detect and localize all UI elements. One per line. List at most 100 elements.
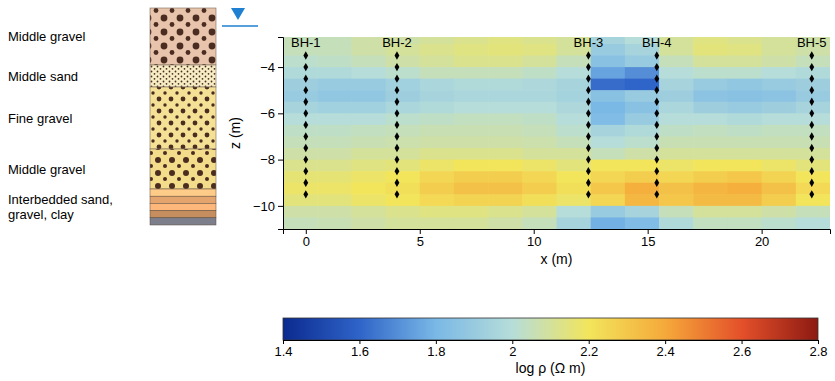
heatmap-cell — [591, 206, 626, 218]
y-tick: −10 — [253, 199, 283, 214]
borehole-point — [809, 155, 814, 163]
soil-layer — [150, 218, 216, 225]
heatmap-cell — [762, 67, 797, 79]
heatmap-cell — [386, 194, 421, 206]
x-tick-label: 20 — [755, 234, 769, 249]
heatmap-cell — [283, 136, 318, 148]
heatmap-cell — [454, 194, 489, 206]
heatmap-cell — [283, 102, 318, 114]
heatmap-cell — [317, 217, 352, 229]
heatmap-cell — [386, 102, 421, 114]
heatmap-cell — [625, 148, 660, 160]
soil-layer-label: Middle sand — [8, 69, 78, 84]
heatmap-cell — [351, 56, 386, 68]
heatmap-cell — [351, 37, 386, 45]
heatmap-cell — [317, 206, 352, 218]
heatmap-cell — [693, 113, 728, 125]
heatmap-cell — [625, 56, 660, 68]
heatmap-cell — [317, 37, 352, 45]
heatmap-cell — [283, 183, 318, 195]
heatmap-cell — [522, 125, 557, 137]
heatmap-cell — [693, 37, 728, 45]
borehole-point — [395, 132, 400, 140]
borehole-point — [586, 86, 591, 94]
heatmap-cell — [454, 217, 489, 229]
borehole-point — [395, 167, 400, 175]
heatmap-cell — [727, 113, 762, 125]
x-tick: 0 — [303, 229, 310, 249]
heatmap-cell — [386, 217, 421, 229]
heatmap-cell — [488, 148, 523, 160]
heatmap-cell — [454, 102, 489, 114]
heatmap-cell — [625, 183, 660, 195]
soil-layer-label: Interbedded sand,gravel, clay — [8, 192, 113, 222]
heatmap-cell — [625, 125, 660, 137]
heatmap-cell — [659, 113, 694, 125]
heatmap-cell — [557, 217, 592, 229]
borehole-point — [303, 98, 308, 106]
borehole-point — [809, 121, 814, 129]
y-tick-label: −6 — [260, 106, 275, 121]
heatmap-cell — [762, 206, 797, 218]
heatmap-cell — [557, 194, 592, 206]
heatmap-cell — [693, 206, 728, 218]
y-tick-mark — [278, 113, 283, 114]
water-table-line — [222, 25, 258, 27]
heatmap-cell — [386, 90, 421, 102]
heatmap-cell — [386, 148, 421, 160]
heatmap-cell — [693, 125, 728, 137]
heatmap-cell — [625, 206, 660, 218]
colorbar-tick: 2.8 — [809, 340, 827, 359]
y-axis: −4−6−8−10 — [253, 38, 284, 230]
heatmap-cell — [727, 90, 762, 102]
borehole-point — [654, 167, 659, 175]
borehole-point — [395, 98, 400, 106]
heatmap-cell — [454, 160, 489, 172]
x-tick-label: 10 — [527, 234, 541, 249]
heatmap-cell — [351, 113, 386, 125]
heatmap-cell — [693, 136, 728, 148]
heatmap-cell — [351, 183, 386, 195]
heatmap-cell — [659, 206, 694, 218]
heatmap-cell — [557, 90, 592, 102]
heatmap-cell — [557, 56, 592, 68]
y-tick-label: −4 — [260, 60, 275, 75]
heatmap-cell — [488, 125, 523, 137]
x-tick-label: 15 — [641, 234, 655, 249]
heatmap-cell — [591, 102, 626, 114]
heatmap-cell — [625, 171, 660, 183]
borehole-point — [395, 155, 400, 163]
borehole-point — [303, 132, 308, 140]
heatmap-cell — [488, 217, 523, 229]
colorbar-tick-label: 2.6 — [733, 344, 751, 359]
borehole-point — [395, 179, 400, 187]
heatmap-cell — [591, 148, 626, 160]
borehole-point — [654, 109, 659, 117]
y-tick-label: −10 — [253, 199, 275, 214]
heatmap-cell — [351, 171, 386, 183]
heatmap-cell — [693, 171, 728, 183]
heatmap-cell — [693, 102, 728, 114]
heatmap-cell — [386, 171, 421, 183]
heatmap-cell — [591, 67, 626, 79]
heatmap-cell — [762, 183, 797, 195]
y-tick-mark — [278, 160, 283, 161]
heatmap-cell — [351, 44, 386, 56]
heatmap-cell — [522, 171, 557, 183]
heatmap-cell — [283, 206, 318, 218]
heatmap-cell — [283, 217, 318, 229]
heatmap-cell — [557, 113, 592, 125]
x-tick-label: 0 — [303, 234, 310, 249]
heatmap-cell — [522, 148, 557, 160]
heatmap-cell — [727, 67, 762, 79]
heatmap-cell — [420, 171, 455, 183]
heatmap-cell — [762, 148, 797, 160]
heatmap-cell — [454, 206, 489, 218]
heatmap-cell — [454, 37, 489, 45]
heatmap-cell — [522, 56, 557, 68]
borehole-point — [654, 132, 659, 140]
heatmap-cell — [693, 148, 728, 160]
heatmap-cell — [557, 125, 592, 137]
borehole-point — [395, 121, 400, 129]
borehole-label: BH-5 — [797, 35, 827, 50]
